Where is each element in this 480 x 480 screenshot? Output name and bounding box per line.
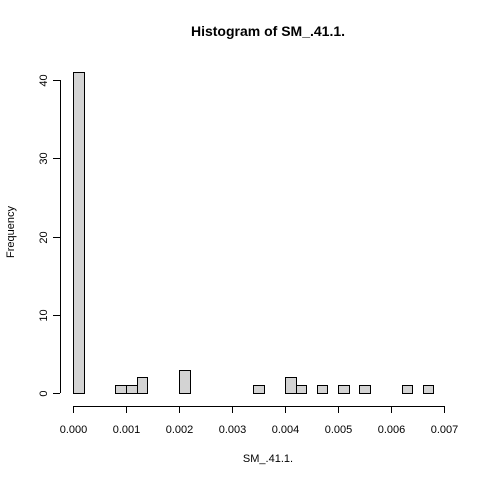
histogram-bar — [296, 385, 307, 394]
x-tick-label: 0.000 — [60, 424, 88, 436]
x-axis-label: SM_.41.1. — [243, 453, 293, 465]
x-tick-label: 0.003 — [219, 424, 247, 436]
x-tick-label: 0.007 — [431, 424, 459, 436]
x-tick-label: 0.004 — [272, 424, 300, 436]
y-axis-label: Frequency — [5, 206, 17, 258]
x-tick-label: 0.005 — [325, 424, 353, 436]
y-tick-label: 0 — [38, 390, 50, 396]
y-axis: 0 10 20 30 40 — [38, 74, 61, 397]
x-axis: 0.000 0.001 0.002 0.003 0.004 0.005 0.006 0.007 — [60, 406, 459, 436]
histogram-bar — [402, 385, 413, 394]
histogram-bar — [359, 385, 371, 394]
chart-title: Histogram of SM_.41.1. — [191, 23, 345, 39]
y-tick-label: 10 — [38, 309, 50, 321]
histogram-bar — [137, 377, 148, 394]
histogram-bar — [126, 385, 138, 394]
y-tick-label: 40 — [38, 74, 50, 86]
x-tick-label: 0.006 — [378, 424, 406, 436]
y-tick-label: 30 — [38, 152, 50, 164]
histogram-bar — [423, 385, 434, 394]
histogram-bar — [285, 377, 297, 394]
x-tick-label: 0.002 — [166, 424, 194, 436]
bars-group — [73, 72, 434, 394]
histogram-bar — [253, 385, 265, 394]
histogram-bar — [317, 385, 328, 394]
y-tick-label: 20 — [38, 231, 50, 243]
x-tick-label: 0.001 — [113, 424, 141, 436]
histogram-bar — [115, 385, 127, 394]
histogram-bar — [73, 72, 85, 394]
histogram-bar — [179, 370, 191, 394]
histogram-bar — [338, 385, 350, 394]
